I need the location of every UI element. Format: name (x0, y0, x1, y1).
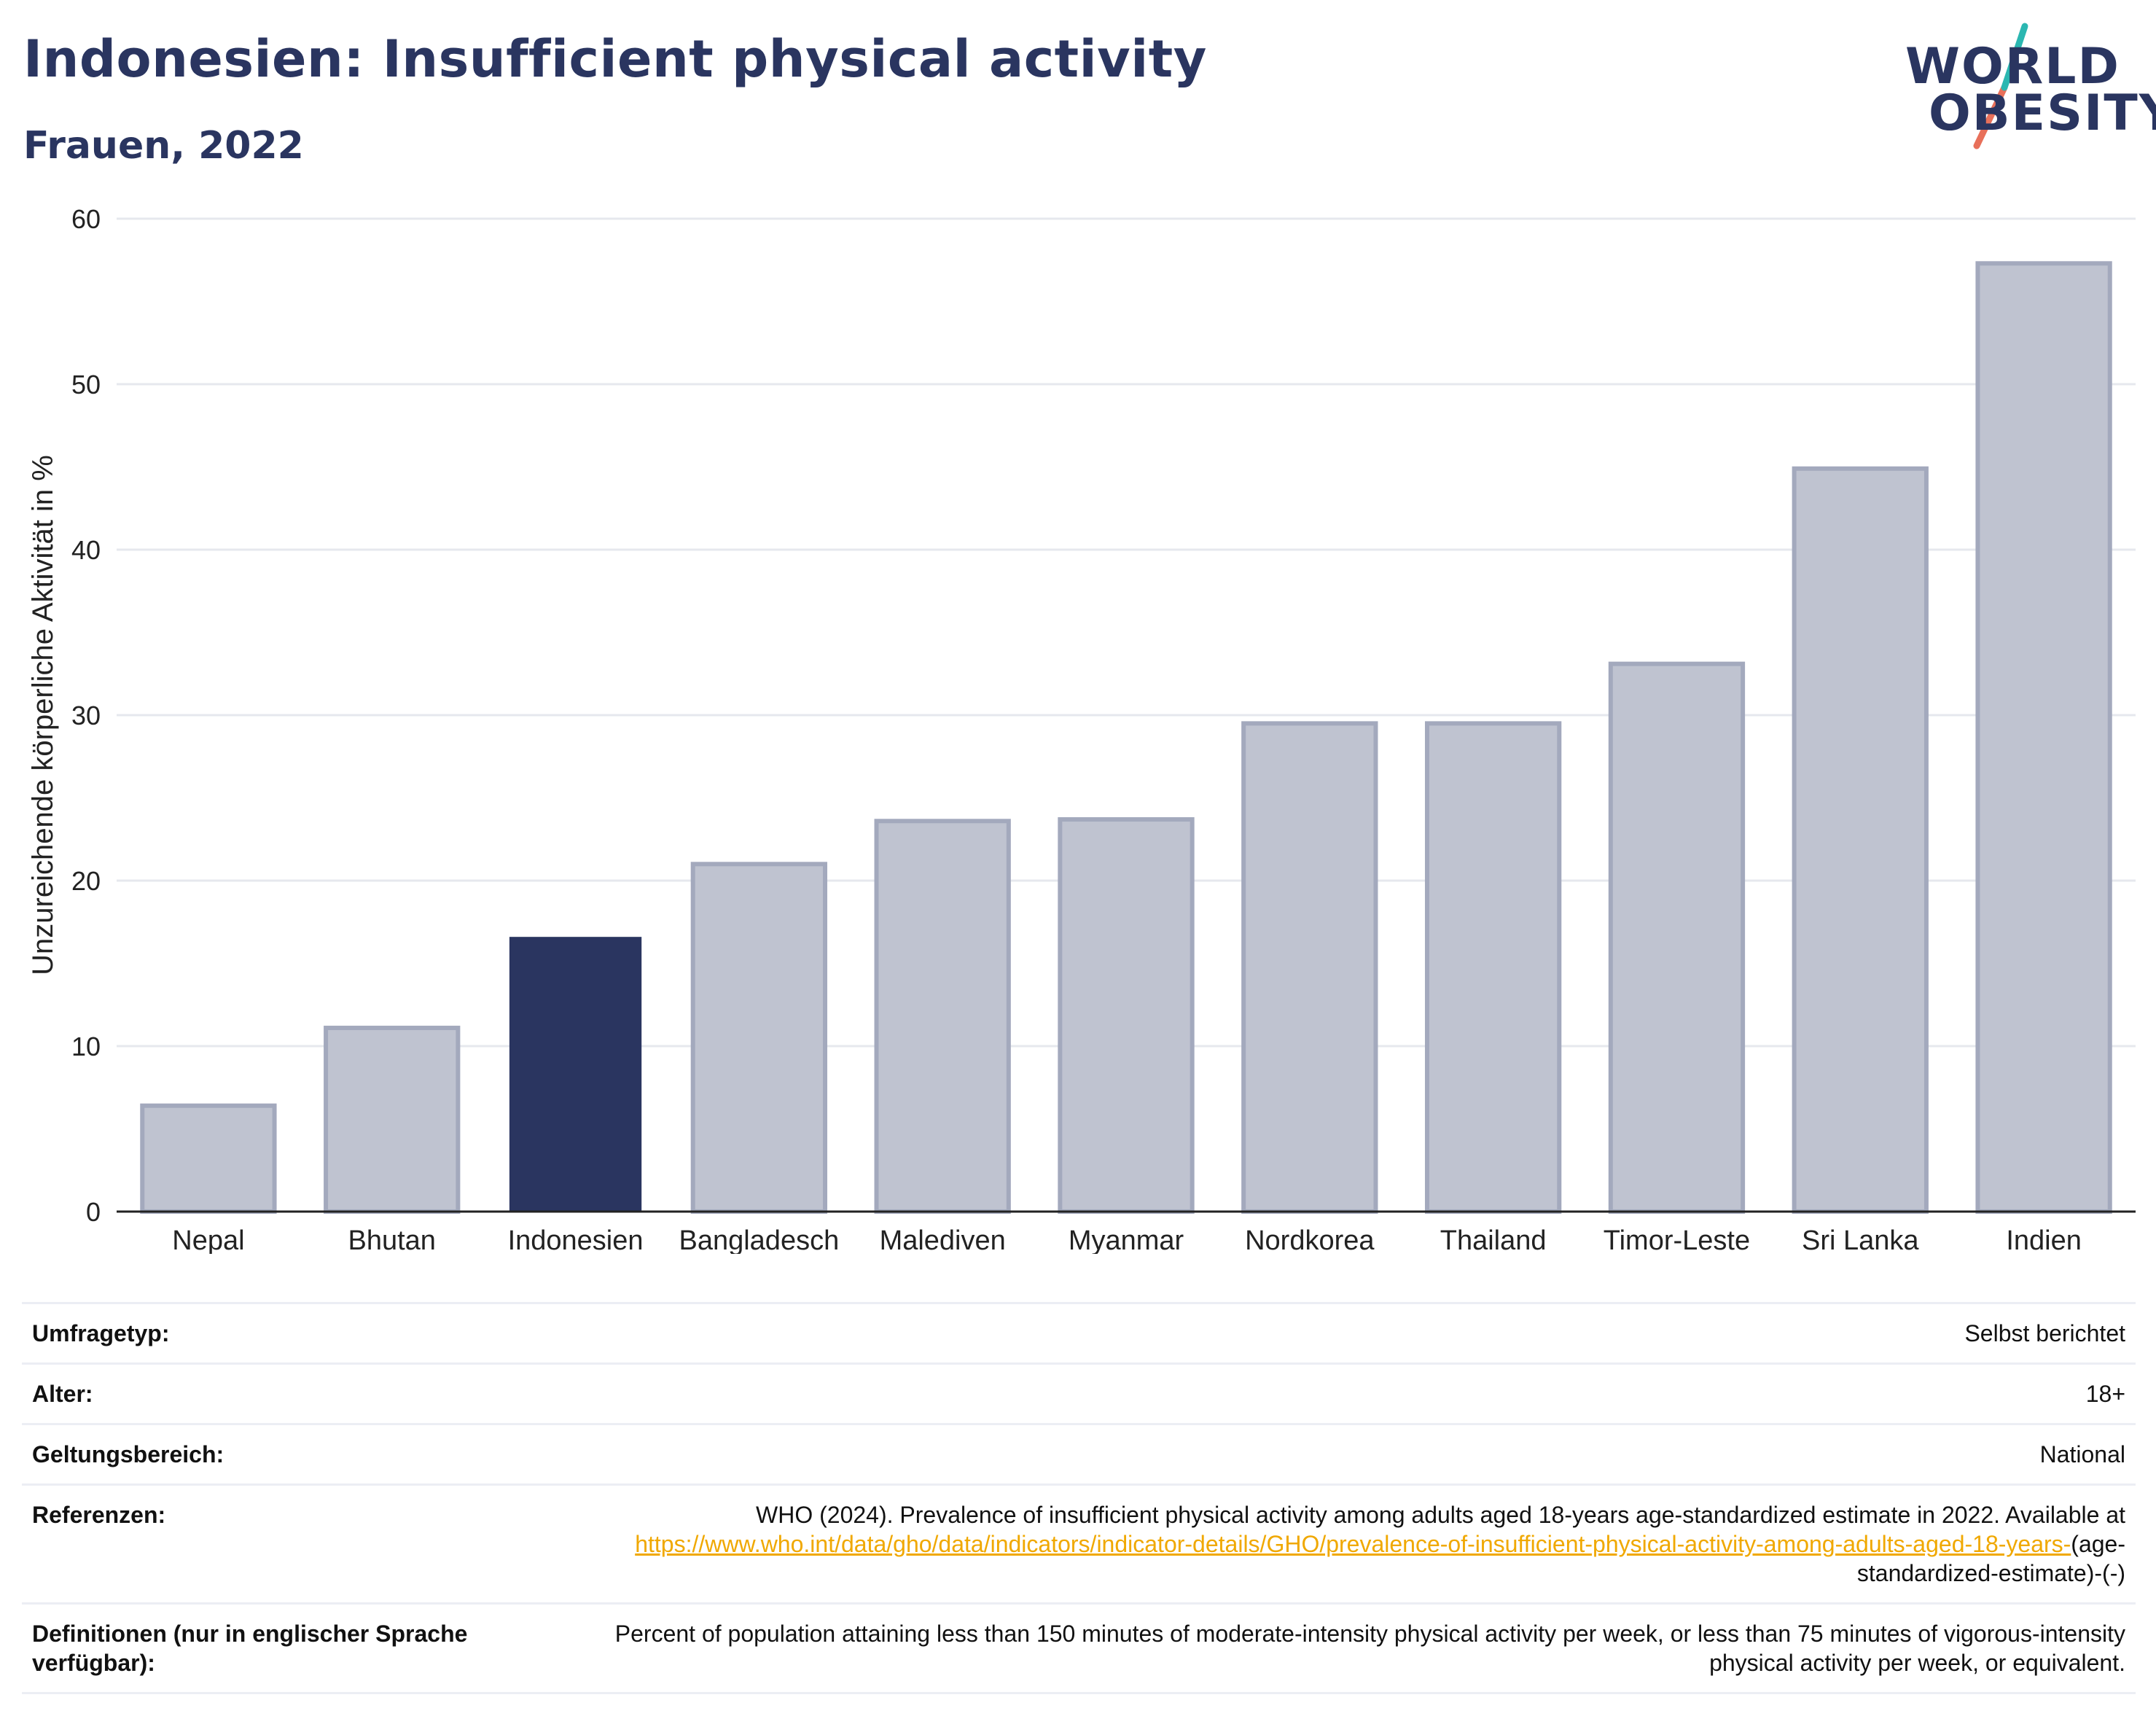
x-tick-label: Myanmar (1069, 1225, 1184, 1254)
info-label: Referenzen: (32, 1502, 166, 1528)
page-subtitle: Frauen, 2022 (23, 124, 304, 168)
y-axis-label: Unzureichende körperliche Aktivität in % (27, 455, 59, 975)
info-table: Umfragetyp: Selbst berichtet Alter: 18+ … (22, 1302, 2136, 1694)
x-tick-label: Thailand (1440, 1225, 1547, 1254)
logo-text-world: WORLD (1905, 38, 2120, 95)
bar-myanmar (1058, 817, 1195, 1214)
info-label: Alter: (32, 1381, 93, 1407)
logo-text-obesity: OBESITY (1929, 85, 2156, 142)
y-tick-label: 20 (71, 866, 101, 896)
info-row-age: Alter: 18+ (22, 1362, 2136, 1423)
reference-link[interactable]: https://www.who.int/data/gho/data/indica… (635, 1531, 2071, 1557)
y-tick-label: 0 (86, 1197, 101, 1227)
x-tick-label: Indonesien (508, 1225, 644, 1254)
info-value: Percent of population attaining less tha… (614, 1621, 2125, 1676)
x-tick-label: Sri Lanka (1802, 1225, 1919, 1254)
info-row-definitions: Definitionen (nur in englischer Sprache … (22, 1602, 2136, 1694)
page-title: Indonesien: Insufficient physical activi… (23, 29, 1207, 89)
y-tick-label: 50 (71, 370, 101, 399)
reference-text: WHO (2024). Prevalence of insufficient p… (756, 1502, 2125, 1528)
bar-indien (1975, 261, 2112, 1214)
bar-thailand (1424, 721, 1562, 1214)
bar-timor-leste (1608, 661, 1746, 1214)
x-tick-label: Nordkorea (1245, 1225, 1375, 1254)
x-tick-label: Malediven (880, 1225, 1006, 1254)
reference-suffix: (age-standardized-estimate)-(-) (1856, 1531, 2125, 1586)
x-tick-label: Nepal (172, 1225, 244, 1254)
info-value: 18+ (2085, 1381, 2125, 1407)
x-tick-label: Bangladesch (679, 1225, 839, 1254)
info-value: National (2039, 1441, 2125, 1467)
bar-indonesien (509, 937, 642, 1212)
world-obesity-logo: WORLD OBESITY (1895, 22, 2156, 153)
bar-nordkorea (1241, 721, 1378, 1214)
info-label: Umfragetyp: (32, 1320, 170, 1346)
info-row-scope: Geltungsbereich: National (22, 1423, 2136, 1483)
bar-bangladesch (690, 862, 828, 1214)
y-tick-label: 30 (71, 701, 101, 730)
info-row-survey: Umfragetyp: Selbst berichtet (22, 1302, 2136, 1362)
bar-nepal (140, 1103, 277, 1214)
y-tick-label: 10 (71, 1032, 101, 1061)
info-label: Geltungsbereich: (32, 1441, 224, 1467)
bar-bhutan (324, 1026, 461, 1214)
bar-chart: 0 10 20 30 40 50 60 Unzureichende körperliche A… (27, 204, 2136, 1254)
x-tick-label: Timor-Leste (1604, 1225, 1750, 1254)
bar-sri-lanka (1792, 466, 1929, 1214)
info-value: Selbst berichtet (1964, 1320, 2125, 1346)
y-tick-label: 60 (71, 204, 101, 234)
info-label: Definitionen (nur in englischer Sprache … (32, 1621, 468, 1676)
bar-malediven (874, 819, 1011, 1214)
x-tick-label: Indien (2006, 1225, 2082, 1254)
info-value: WHO (2024). Prevalence of insufficient p… (542, 1500, 2125, 1588)
x-tick-label: Bhutan (348, 1225, 436, 1254)
y-tick-label: 40 (71, 535, 101, 565)
info-row-references: Referenzen: WHO (2024). Prevalence of in… (22, 1483, 2136, 1602)
